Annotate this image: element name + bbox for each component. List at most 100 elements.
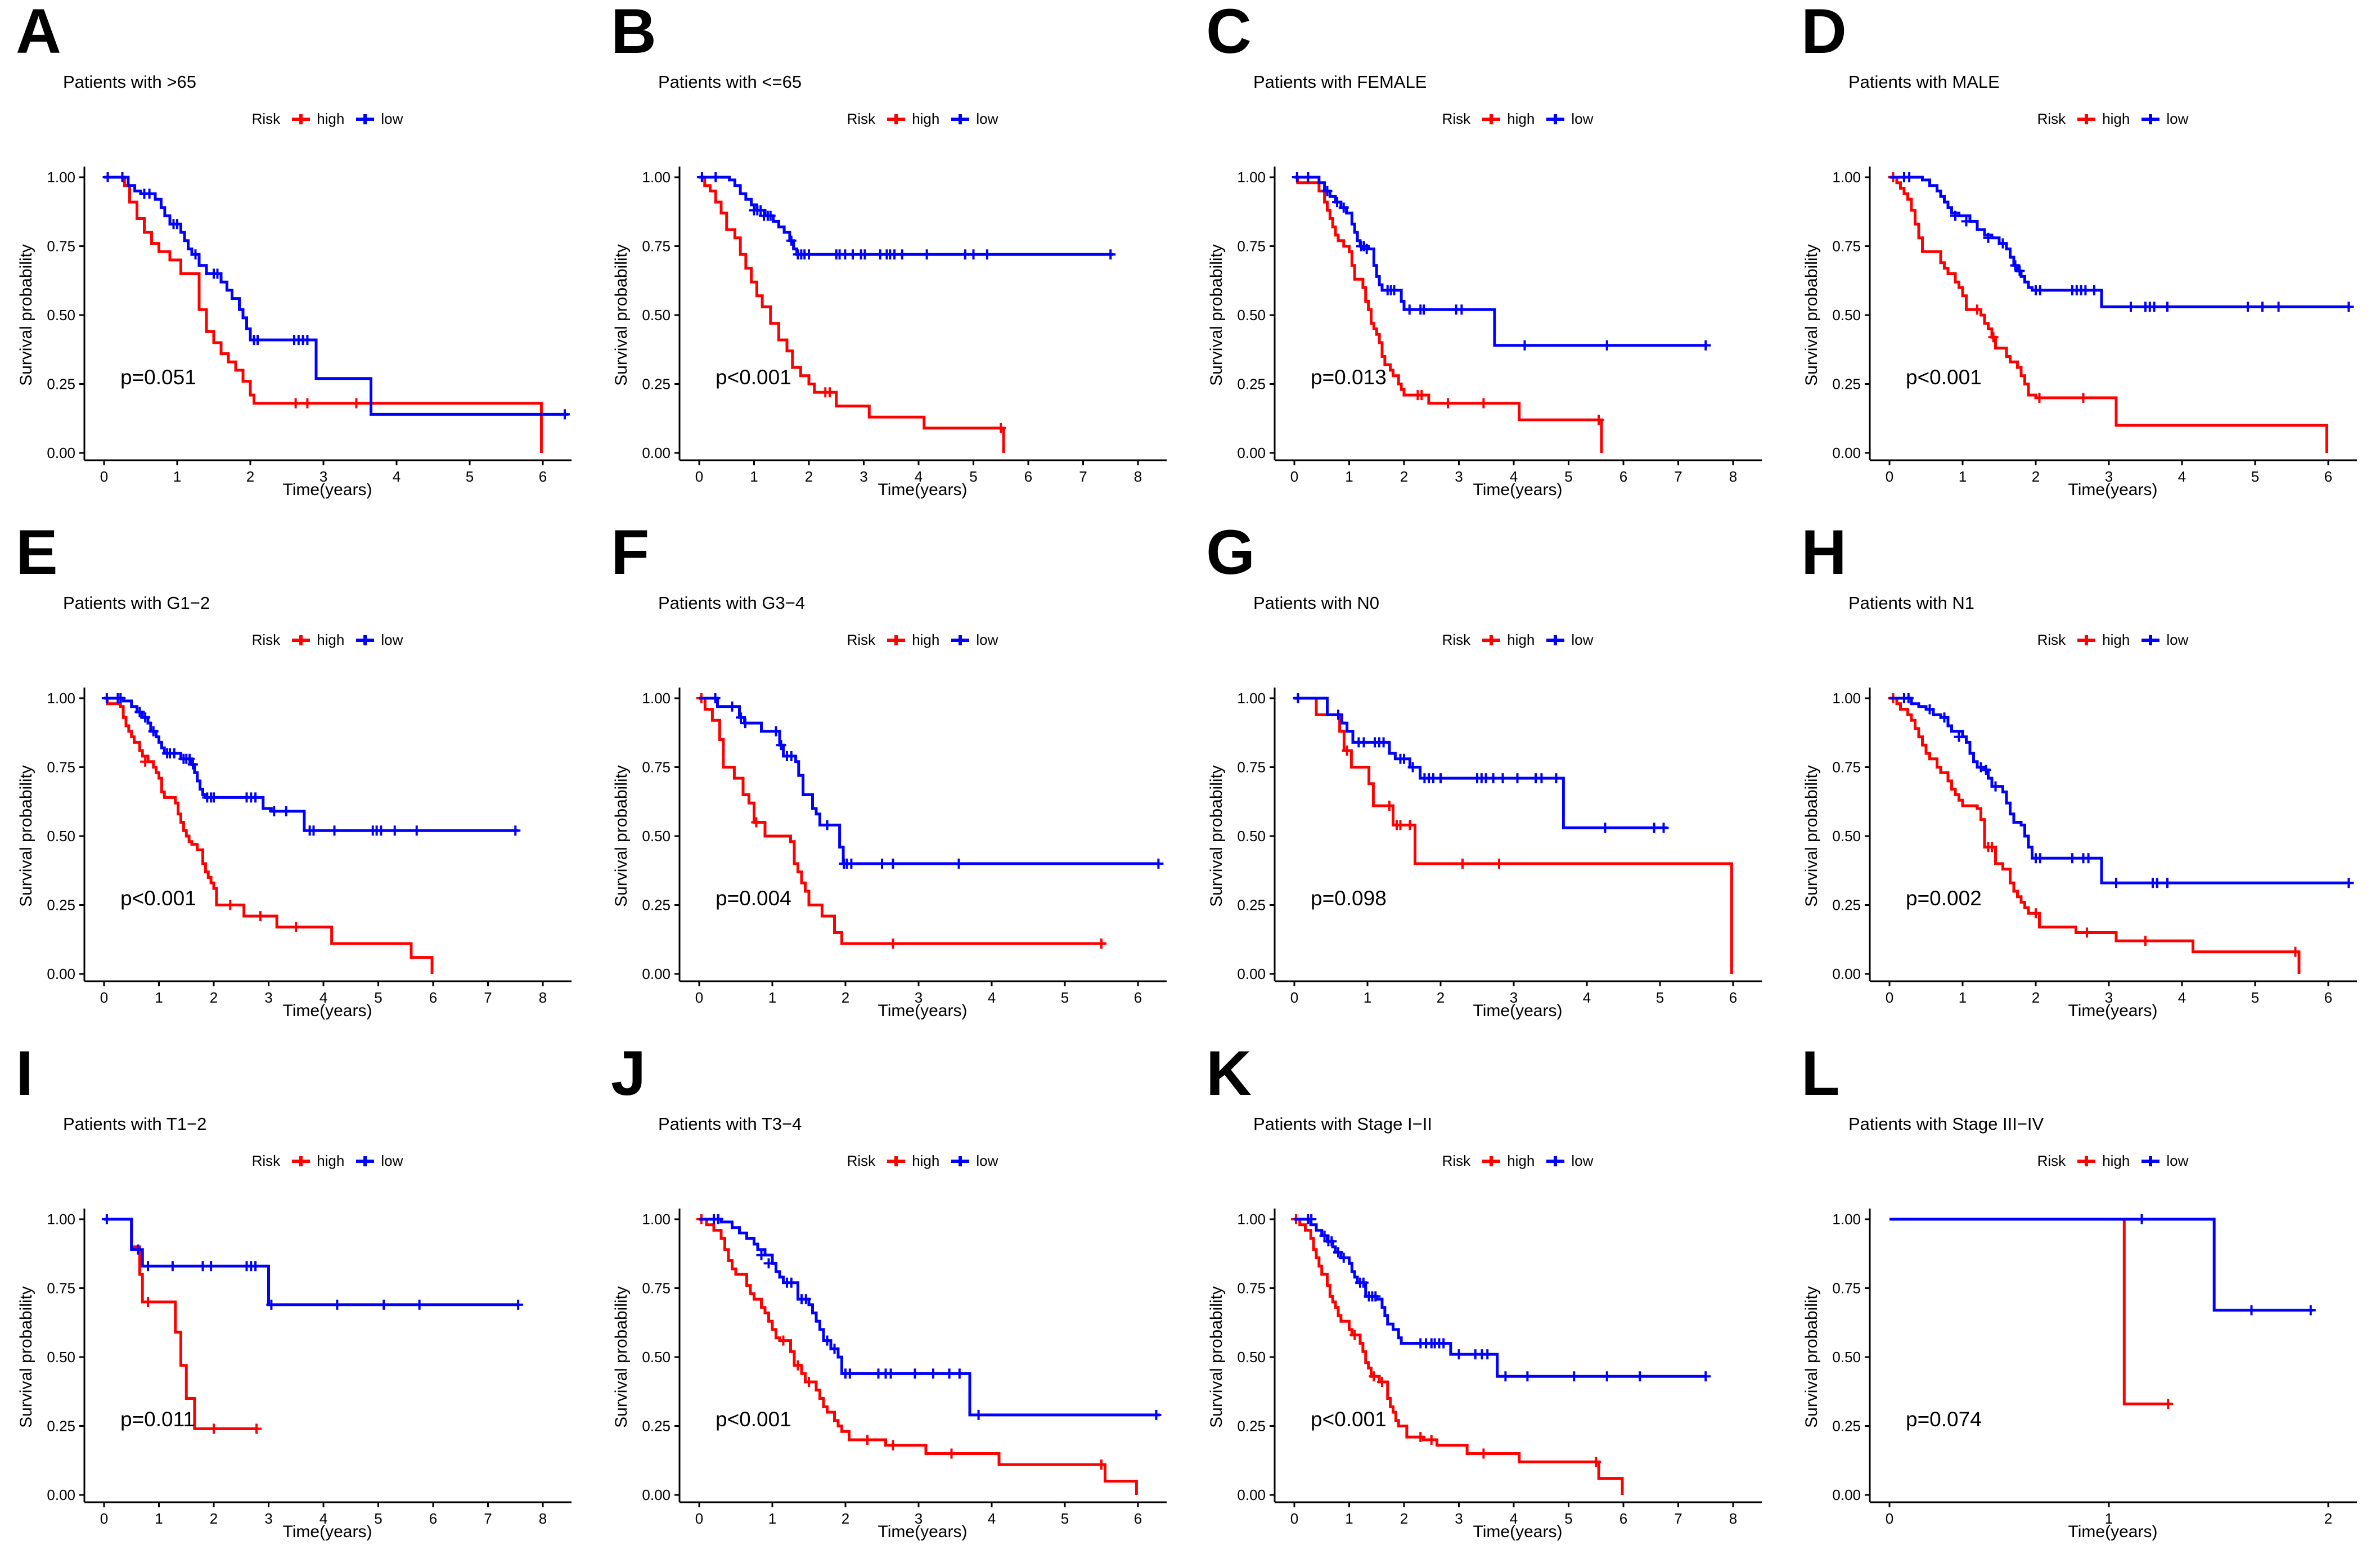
curve-low — [1294, 697, 1667, 829]
y-tick-label: 0.00 — [1237, 1486, 1266, 1503]
censor-marks-high — [143, 1297, 262, 1434]
km-panel: 0 1 2 3 4 5 6 1.00 0.75 0.50 0.25 0.00 D Patients w… — [1785, 0, 2380, 521]
y-tick-label: 0.50 — [47, 1349, 75, 1366]
x-axis-label: Time(years) — [1473, 1522, 1563, 1541]
y-axis-label: Survival probability — [17, 1286, 35, 1428]
censor-marks-high — [1342, 745, 1504, 869]
censor-marks-low — [1293, 693, 1669, 833]
panel-title: Patients with N1 — [1848, 593, 1974, 613]
x-tick-label: 0 — [1290, 989, 1298, 1006]
x-axis-label: Time(years) — [1473, 480, 1563, 499]
survival-plot: 0 1 2 3 4 5 6 1.00 0.75 0.50 0.25 0.00 — [47, 167, 572, 485]
legend-item-high: high — [1481, 110, 1535, 128]
x-tick-label: 5 — [969, 468, 977, 485]
x-tick-label: 3 — [915, 1510, 923, 1527]
x-tick-label: 6 — [1729, 989, 1737, 1006]
y-axis-label: Survival probability — [612, 1286, 631, 1428]
y-tick-label: 0.50 — [1832, 828, 1861, 845]
x-axis-label: Time(years) — [282, 1522, 372, 1541]
km-panel: 0 1 2 3 4 5 6 7 8 1.00 0.75 0.50 0.25 0.00 I Patients… — [0, 1042, 595, 1563]
y-tick-label: 0.25 — [642, 376, 671, 393]
legend-label-low: low — [2166, 110, 2189, 127]
legend-title: Risk — [847, 631, 876, 648]
x-tick-label: 6 — [2324, 468, 2332, 485]
km-panel: 0 1 2 3 4 5 6 1.00 0.75 0.50 0.25 0.00 G Patients w… — [1190, 521, 1785, 1042]
legend: Risk high low — [1870, 110, 2356, 128]
y-tick-label: 1.00 — [1832, 1211, 1861, 1228]
panel-title: Patients with G1−2 — [63, 593, 210, 613]
curve-low — [1294, 176, 1706, 347]
panel-letter: K — [1206, 1038, 1252, 1108]
censor-marks-low — [102, 172, 570, 420]
axes: 0 1 2 3 4 5 6 7 8 1.00 0.75 0.50 0.25 0.00 — [47, 688, 572, 1006]
legend-title: Risk — [251, 631, 281, 648]
y-tick-label: 0.25 — [1832, 376, 1861, 393]
y-tick-label: 0.75 — [642, 238, 671, 255]
y-axis-label: Survival probability — [1207, 1286, 1226, 1428]
x-tick-label: 5 — [1564, 1510, 1572, 1527]
panel-title: Patients with N0 — [1253, 593, 1379, 613]
x-tick-label: 1 — [155, 1510, 163, 1527]
y-tick-label: 0.50 — [1237, 307, 1266, 324]
plus-icon — [951, 1156, 970, 1166]
y-tick-label: 0.00 — [1832, 1486, 1861, 1503]
curve-high — [699, 176, 1005, 453]
legend-label-high: high — [2102, 1152, 2130, 1169]
legend-title: Risk — [1442, 1152, 1471, 1169]
x-tick-label: 1 — [1364, 989, 1371, 1006]
panel-letter: J — [611, 1038, 646, 1108]
legend-item-low: low — [2140, 1152, 2188, 1170]
legend-label-low: low — [381, 1152, 403, 1169]
y-tick-label: 0.75 — [642, 1280, 671, 1297]
panel-letter: I — [16, 1038, 34, 1108]
km-panel: 0 1 2 1.00 0.75 0.50 0.25 0.00 L Patients with … — [1785, 1042, 2380, 1563]
curve-low — [104, 1218, 519, 1306]
axes: 0 1 2 3 4 5 6 1.00 0.75 0.50 0.25 0.00 — [1832, 167, 2357, 485]
curve-high — [699, 697, 1105, 945]
curve-low — [1889, 697, 2350, 884]
x-axis-label: Time(years) — [2068, 1001, 2158, 1020]
x-tick-label: 2 — [1400, 1510, 1408, 1527]
y-tick-label: 0.00 — [642, 1486, 671, 1503]
legend-title: Risk — [2037, 1152, 2066, 1169]
y-axis-label: Survival probability — [612, 244, 631, 386]
survival-plot: 0 1 2 3 4 5 6 7 8 1.00 0.75 0.50 0.25 0.00 — [642, 167, 1167, 485]
x-tick-label: 0 — [100, 989, 108, 1006]
x-tick-label: 2 — [210, 1510, 218, 1527]
x-tick-label: 0 — [1886, 1510, 1893, 1527]
x-tick-label: 1 — [1345, 468, 1353, 485]
x-tick-label: 1 — [155, 989, 163, 1006]
pvalue-text: p<0.001 — [716, 1408, 791, 1431]
legend-label-high: high — [1507, 1152, 1535, 1169]
censor-marks-high — [2163, 1399, 2174, 1409]
censor-marks-low — [1303, 1214, 1711, 1382]
y-tick-label: 0.00 — [1832, 965, 1861, 982]
legend-label-low: low — [1571, 110, 1594, 127]
plus-icon — [951, 114, 970, 124]
panel-letter: D — [1801, 0, 1847, 66]
legend-item-high: high — [290, 110, 344, 128]
legend-item-high: high — [2076, 1152, 2130, 1170]
legend-title: Risk — [847, 1152, 876, 1169]
y-tick-label: 0.25 — [1832, 897, 1861, 914]
legend-title: Risk — [1442, 631, 1471, 648]
x-tick-label: 3 — [2105, 468, 2113, 485]
x-tick-label: 2 — [842, 1510, 849, 1527]
curve-low — [104, 697, 519, 832]
km-panel: 0 1 2 3 4 5 6 7 8 1.00 0.75 0.50 0.25 0.00 B Patients… — [595, 0, 1190, 521]
survival-plot: 0 1 2 3 4 5 6 7 8 1.00 0.75 0.50 0.25 0.00 — [47, 1209, 572, 1527]
legend-item-high: high — [1481, 631, 1535, 649]
y-tick-label: 0.25 — [1237, 1418, 1266, 1435]
x-tick-label: 3 — [2105, 989, 2113, 1006]
km-panel: 0 1 2 3 4 5 6 1.00 0.75 0.50 0.25 0.00 A Patients w… — [0, 0, 595, 521]
y-axis-label: Survival probability — [612, 765, 631, 907]
x-tick-label: 4 — [320, 989, 327, 1006]
y-tick-label: 0.75 — [47, 238, 75, 255]
y-tick-label: 0.75 — [1832, 238, 1861, 255]
legend-item-high: high — [290, 631, 344, 649]
x-tick-label: 4 — [2178, 468, 2186, 485]
legend-label-low: low — [2166, 1152, 2189, 1169]
y-tick-label: 0.00 — [1237, 965, 1266, 982]
plus-icon — [356, 114, 375, 124]
panel-title: Patients with Stage I−II — [1253, 1114, 1432, 1134]
